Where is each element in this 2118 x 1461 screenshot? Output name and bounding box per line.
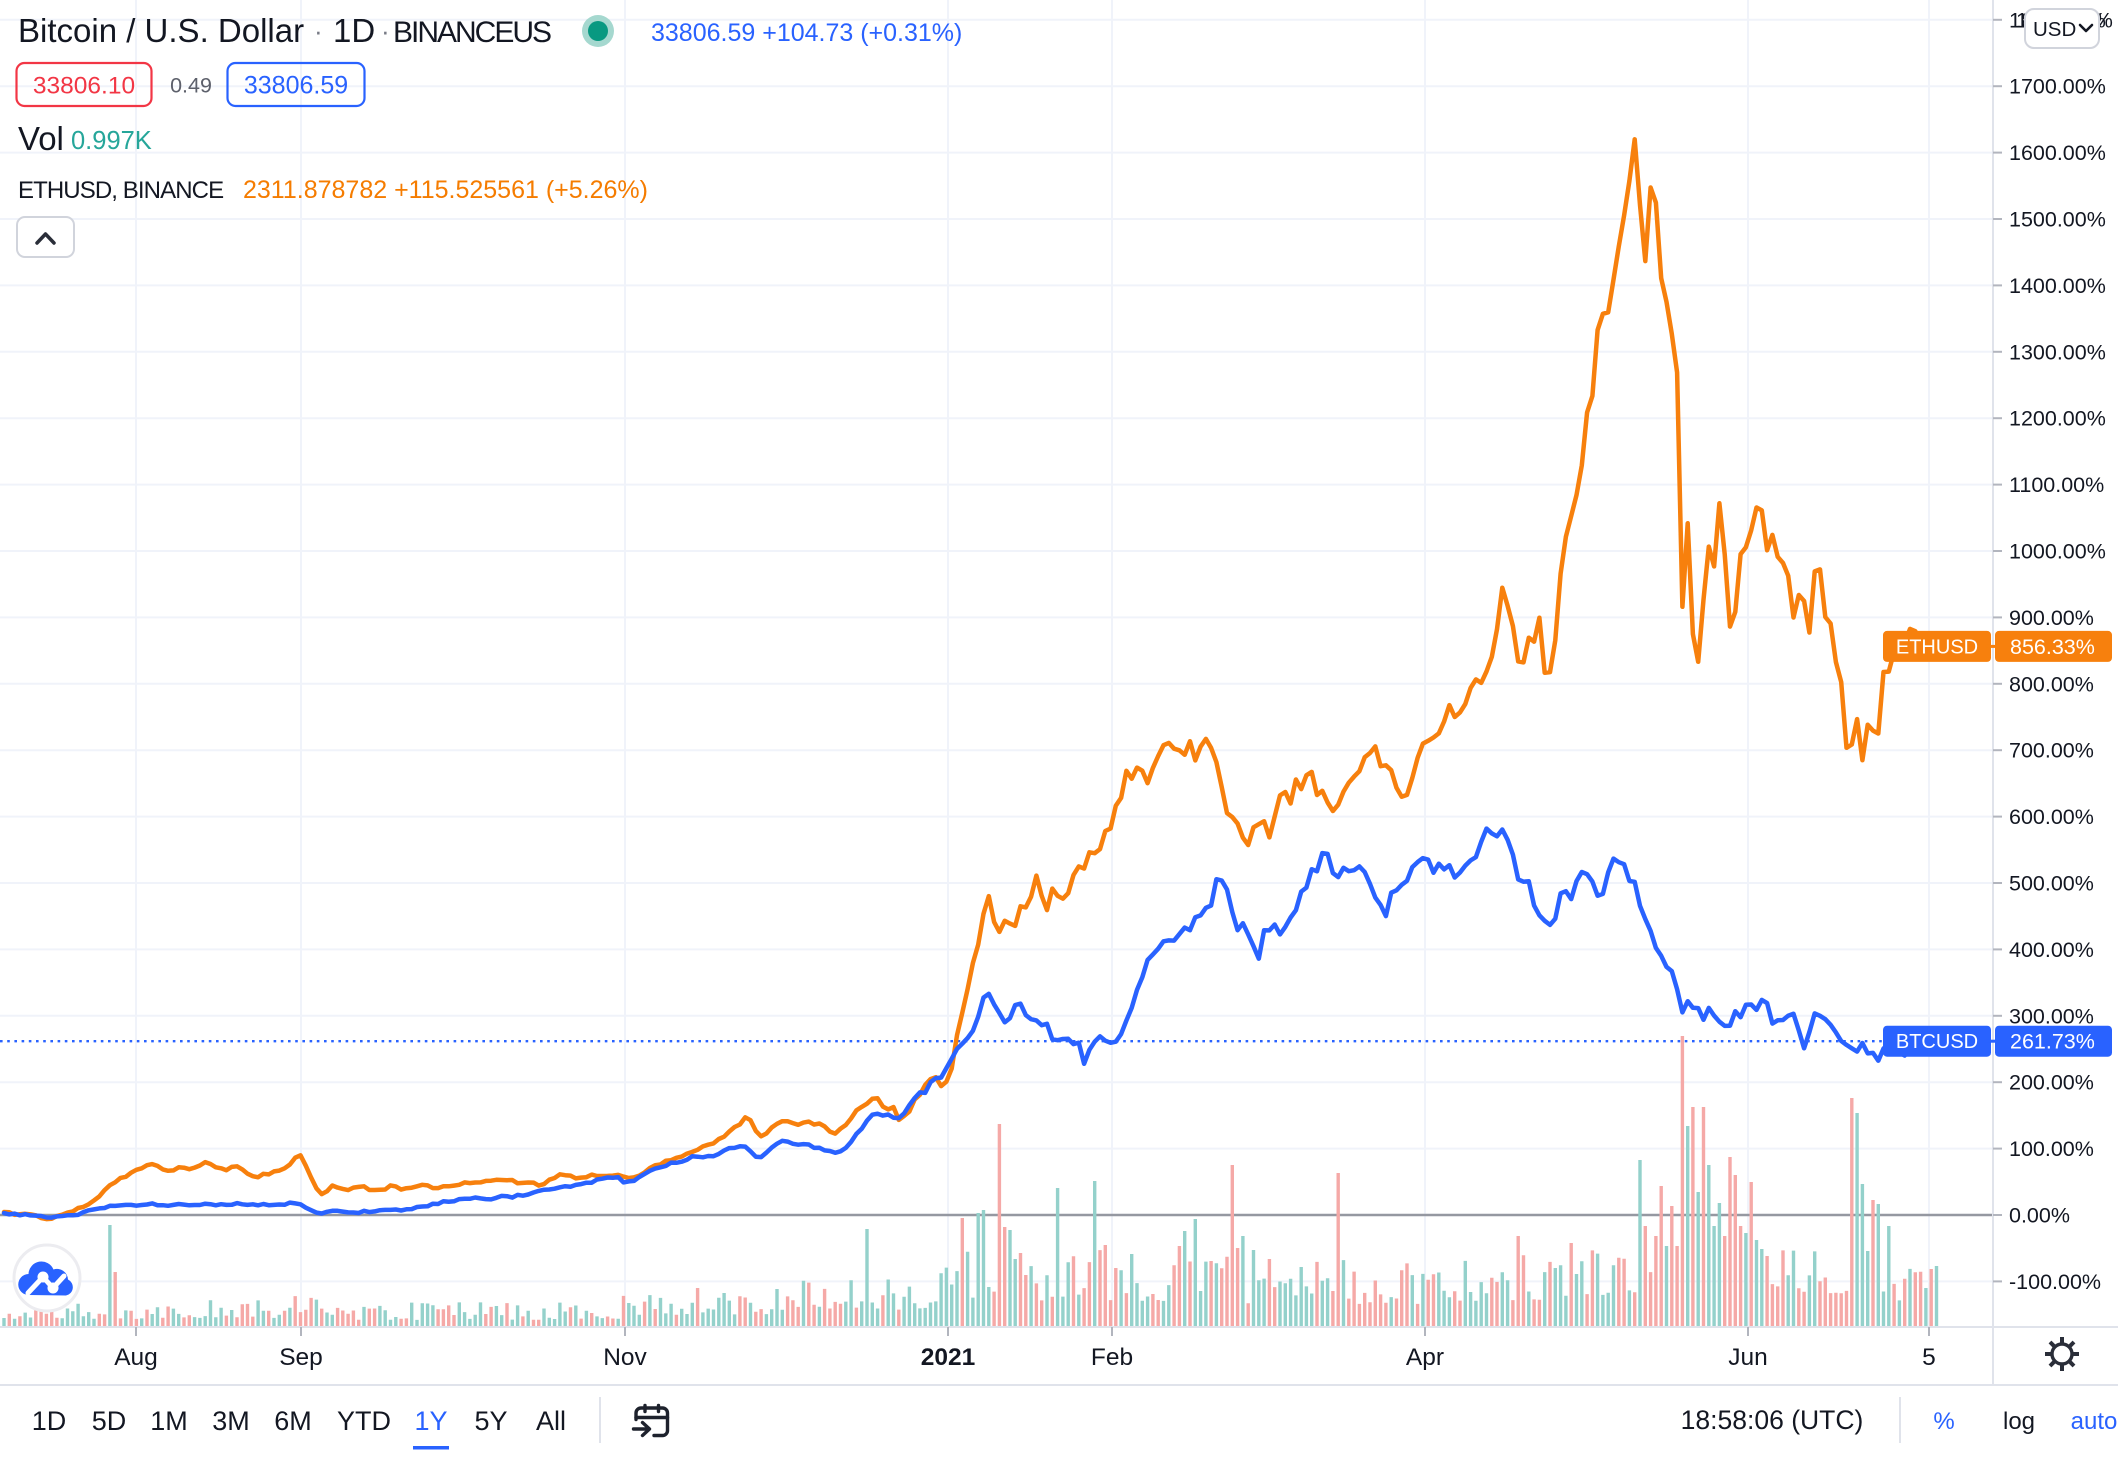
svg-text:ETHUSD, BINANCE: ETHUSD, BINANCE — [18, 177, 223, 204]
svg-text:Nov: Nov — [603, 1344, 647, 1371]
svg-text:·: · — [381, 16, 390, 46]
svg-text:%: % — [1933, 1408, 1954, 1435]
svg-text:500.00%: 500.00% — [2009, 872, 2094, 896]
svg-text:2021: 2021 — [921, 1344, 976, 1371]
svg-text:6M: 6M — [274, 1406, 312, 1436]
svg-text:Vol: Vol — [18, 120, 64, 157]
svg-text:Bitcoin / U.S. Dollar: Bitcoin / U.S. Dollar — [18, 12, 304, 49]
svg-text:1700.00%: 1700.00% — [2009, 75, 2106, 99]
svg-text:200.00%: 200.00% — [2009, 1071, 2094, 1095]
svg-text:700.00%: 700.00% — [2009, 739, 2094, 763]
svg-text:300.00%: 300.00% — [2009, 1004, 2094, 1028]
svg-text:BTCUSD: BTCUSD — [1896, 1031, 1978, 1053]
svg-text:400.00%: 400.00% — [2009, 938, 2094, 962]
svg-text:USD: USD — [2033, 18, 2076, 41]
svg-text:0.49: 0.49 — [170, 74, 212, 98]
svg-text:Apr: Apr — [1406, 1344, 1444, 1371]
svg-text:All: All — [536, 1406, 566, 1436]
svg-text:1300.00%: 1300.00% — [2009, 340, 2106, 364]
svg-text:600.00%: 600.00% — [2009, 805, 2094, 829]
svg-text:900.00%: 900.00% — [2009, 606, 2094, 630]
svg-text:Feb: Feb — [1091, 1344, 1133, 1371]
svg-text:33806.59 +104.73 (+0.31%): 33806.59 +104.73 (+0.31%) — [651, 19, 962, 47]
svg-text:ETHUSD: ETHUSD — [1896, 636, 1978, 658]
svg-text:33806.59: 33806.59 — [244, 72, 348, 100]
svg-text:5: 5 — [1922, 1344, 1936, 1371]
svg-text:log: log — [2003, 1408, 2035, 1435]
svg-text:1000.00%: 1000.00% — [2009, 540, 2106, 564]
svg-text:2311.878782 +115.525561 (+5.26: 2311.878782 +115.525561 (+5.26%) — [243, 176, 648, 204]
svg-text:-100.00%: -100.00% — [2009, 1270, 2101, 1294]
svg-text:0.997K: 0.997K — [71, 127, 152, 155]
svg-text:800.00%: 800.00% — [2009, 672, 2094, 696]
svg-text:5Y: 5Y — [474, 1406, 507, 1436]
svg-text:1400.00%: 1400.00% — [2009, 274, 2106, 298]
svg-text:1D: 1D — [32, 1406, 67, 1436]
svg-text:18:58:06 (UTC): 18:58:06 (UTC) — [1681, 1405, 1864, 1435]
svg-text:auto: auto — [2071, 1408, 2118, 1435]
svg-text:1M: 1M — [150, 1406, 188, 1436]
svg-text:BINANCEUS: BINANCEUS — [393, 16, 551, 49]
svg-text:YTD: YTD — [337, 1406, 391, 1436]
svg-text:3M: 3M — [212, 1406, 250, 1436]
svg-text:100.00%: 100.00% — [2009, 1137, 2094, 1161]
svg-text:Jun: Jun — [1728, 1344, 1768, 1371]
svg-text:1Y: 1Y — [414, 1406, 447, 1436]
svg-text:5D: 5D — [92, 1406, 127, 1436]
svg-text:Sep: Sep — [279, 1344, 323, 1371]
svg-text:1500.00%: 1500.00% — [2009, 208, 2106, 232]
svg-text:1600.00%: 1600.00% — [2009, 141, 2106, 165]
svg-text:0.00%: 0.00% — [2009, 1204, 2070, 1228]
svg-text:·: · — [314, 16, 323, 46]
svg-text:1D: 1D — [333, 12, 375, 49]
svg-text:1200.00%: 1200.00% — [2009, 407, 2106, 431]
svg-text:261.73%: 261.73% — [2010, 1030, 2095, 1054]
svg-text:1100.00%: 1100.00% — [2009, 473, 2104, 497]
svg-text:Aug: Aug — [114, 1344, 158, 1371]
svg-text:856.33%: 856.33% — [2010, 635, 2095, 659]
svg-text:33806.10: 33806.10 — [33, 73, 135, 100]
